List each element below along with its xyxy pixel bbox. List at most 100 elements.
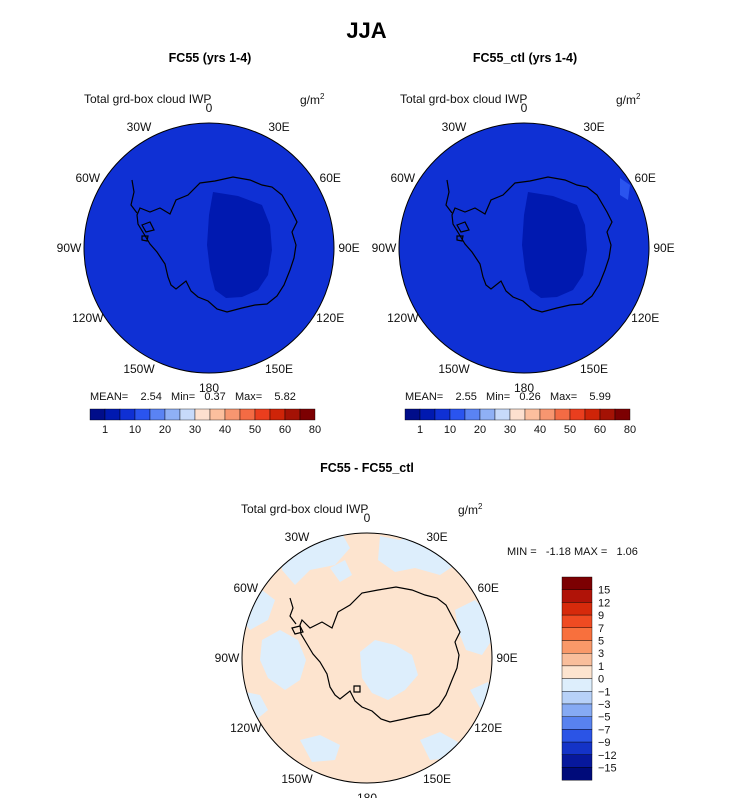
colorbar-diff-swatch xyxy=(561,767,593,781)
colorbar-1-swatch xyxy=(299,408,316,421)
colorbar-2-swatch xyxy=(539,408,556,421)
panel-2-map-border xyxy=(398,122,650,374)
lon-label-3-150E: 150E xyxy=(423,772,451,786)
panel-2-units: g/m2 xyxy=(616,92,641,107)
colorbar-diff-swatch xyxy=(561,627,593,641)
colorbar-1-label: 1 xyxy=(102,424,108,436)
colorbar-diff-swatch xyxy=(561,576,593,590)
lon-label-3-150W: 150W xyxy=(281,772,313,786)
colorbar-diff-label: 0 xyxy=(598,674,604,686)
lon-label-3-180: 180 xyxy=(357,791,377,798)
colorbar-diff-label: 5 xyxy=(598,636,604,648)
colorbar-diff-swatch xyxy=(561,703,593,717)
panel-1-plateau-field xyxy=(207,192,272,298)
lon-label-2-120E: 120E xyxy=(631,311,659,325)
colorbar-diff-label: −7 xyxy=(598,724,611,736)
colorbar-2-swatch xyxy=(404,408,421,421)
lon-label-2-60W: 60W xyxy=(390,171,415,185)
colorbar-1-swatch xyxy=(239,408,256,421)
lon-label-3-0: 0 xyxy=(364,511,371,525)
colorbar-diff-swatch xyxy=(561,691,593,705)
colorbar-diff-label: 7 xyxy=(598,623,604,635)
lon-label-2-150W: 150W xyxy=(438,362,470,376)
colorbars-top: 1 10 20 30 40 50 60 80 1 10 20 30 40 50 60 80 xyxy=(89,408,636,436)
panel-1-units: g/m2 xyxy=(300,92,325,107)
panel-3-island-coast xyxy=(291,625,304,635)
colorbar-2-swatch xyxy=(509,408,526,421)
colorbar-2-swatch xyxy=(434,408,451,421)
colorbar-diff-swatch xyxy=(561,729,593,743)
lon-label-2-30W: 30W xyxy=(442,120,467,134)
figure-title: JJA xyxy=(346,18,387,43)
panel-3-title: FC55 - FC55_ctl xyxy=(320,461,414,475)
lon-label-2-90W: 90W xyxy=(372,241,397,255)
colorbar-2-label: 60 xyxy=(594,424,606,436)
colorbar-1-label: 20 xyxy=(159,424,171,436)
colorbar-2-label: 1 xyxy=(417,424,423,436)
panel-2-plateau-field xyxy=(522,192,587,298)
lon-label-1-150E: 150E xyxy=(265,362,293,376)
panel-2-map xyxy=(398,122,650,374)
lon-label-1-60W: 60W xyxy=(75,171,100,185)
lon-label-3-30E: 30E xyxy=(426,530,447,544)
colorbar-diff-label: 1 xyxy=(598,661,604,673)
panel-1-title: FC55 (yrs 1-4) xyxy=(168,51,252,65)
lon-label-1-60E: 60E xyxy=(320,171,341,185)
colorbar-diff-swatch xyxy=(561,653,593,667)
panel-1-island-coast-2 xyxy=(141,235,149,242)
colorbar-2-swatch xyxy=(479,408,496,421)
panel-1-map-border xyxy=(83,122,335,374)
colorbar-1-label: 30 xyxy=(189,424,201,436)
panel-1-stats: MEAN= 2.54 Min= 0.37 Max= 5.82 xyxy=(90,391,296,403)
colorbar-2-swatch xyxy=(524,408,541,421)
colorbar-diff-label: 15 xyxy=(598,585,610,597)
colorbar-2-swatch xyxy=(419,408,436,421)
colorbar-1-label: 10 xyxy=(129,424,141,436)
colorbar-1-label: 50 xyxy=(249,424,261,436)
panel-1-peninsula-coast xyxy=(130,179,138,214)
colorbar-2-label: 80 xyxy=(624,424,636,436)
colorbar-1-swatch xyxy=(149,408,166,421)
lon-label-2-90E: 90E xyxy=(653,241,674,255)
panel-1-map xyxy=(83,122,335,374)
lon-label-1-90W: 90W xyxy=(57,241,82,255)
panel-1-antarctica-coastline xyxy=(136,176,298,313)
colorbar-diff-label: 3 xyxy=(598,648,604,660)
lon-label-3-120W: 120W xyxy=(230,721,262,735)
colorbar-2-swatch xyxy=(584,408,601,421)
colorbar-2-swatch xyxy=(464,408,481,421)
lon-label-1-180: 180 xyxy=(199,381,219,395)
colorbar-1-swatch xyxy=(179,408,196,421)
colorbar-2-label: 10 xyxy=(444,424,456,436)
lon-label-2-0: 0 xyxy=(521,101,528,115)
colorbar-1-swatch xyxy=(284,408,301,421)
colorbar-2-swatch xyxy=(494,408,511,421)
colorbar-diff-swatch xyxy=(561,640,593,654)
colorbar-2-label: 40 xyxy=(534,424,546,436)
colorbar-diff-label: −12 xyxy=(598,750,617,762)
lon-label-2-180: 180 xyxy=(514,381,534,395)
colorbar-1-swatch xyxy=(269,408,286,421)
panel-3-stats: MIN = -1.18 MAX = 1.06 xyxy=(507,546,638,558)
lon-label-1-90E: 90E xyxy=(338,241,359,255)
panel-2-island-coast xyxy=(456,221,470,233)
panel-3-map xyxy=(241,532,493,784)
colorbar-1-label: 80 xyxy=(309,424,321,436)
colorbar-diff-label: −1 xyxy=(598,686,611,698)
colorbar-2-label: 30 xyxy=(504,424,516,436)
colorbar-1-label: 60 xyxy=(279,424,291,436)
colorbar-diff-swatch xyxy=(561,589,593,603)
panel-3-island-coast-2 xyxy=(353,685,361,693)
lon-label-1-120E: 120E xyxy=(316,311,344,325)
colorbar-2-swatch xyxy=(449,408,466,421)
colorbar-1-swatch xyxy=(134,408,151,421)
lon-label-1-0: 0 xyxy=(206,101,213,115)
colorbar-diff-swatch xyxy=(561,614,593,628)
lon-label-3-60E: 60E xyxy=(478,581,499,595)
colorbar-diff-label: −15 xyxy=(598,763,617,775)
colorbar-1-swatch xyxy=(209,408,226,421)
colorbar-diff-label: −3 xyxy=(598,699,611,711)
panel-2-title: FC55_ctl (yrs 1-4) xyxy=(472,51,578,65)
